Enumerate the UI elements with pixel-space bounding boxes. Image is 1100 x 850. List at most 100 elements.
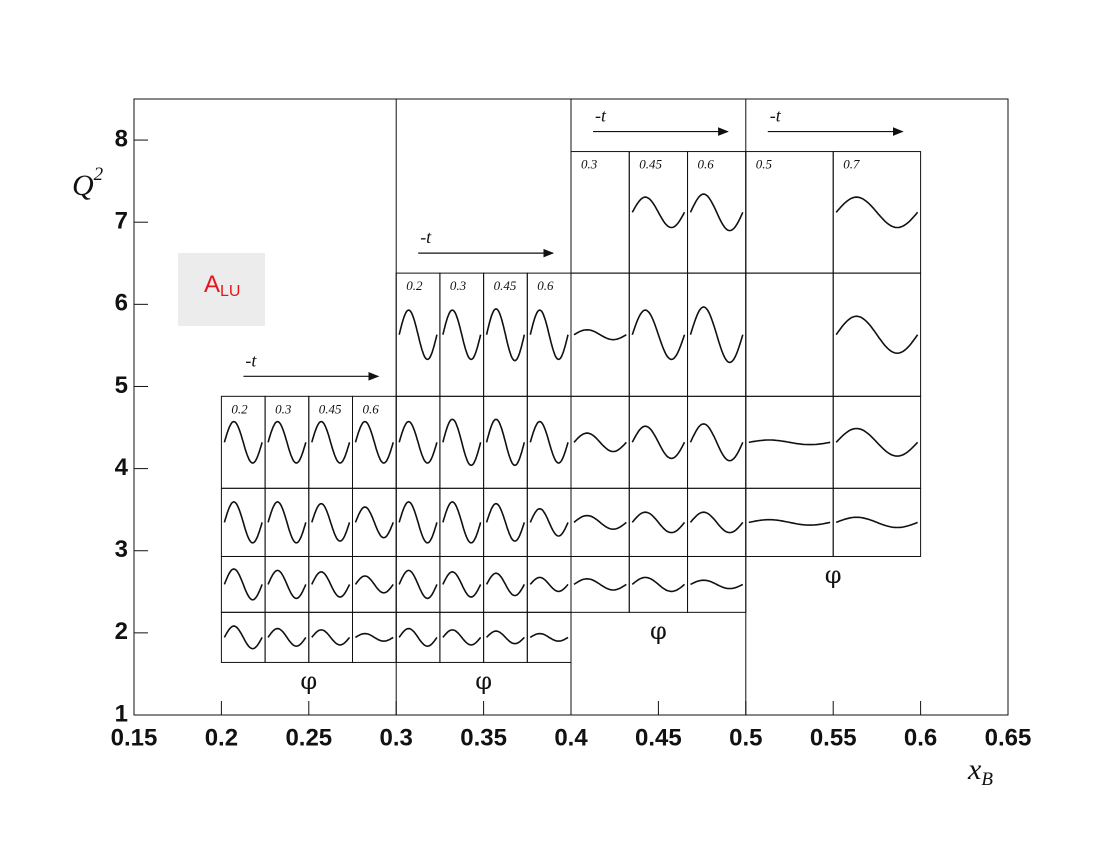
asymmetry-curve bbox=[835, 516, 918, 529]
t-bin-label: 0.5 bbox=[756, 157, 773, 172]
y-tick-label: 1 bbox=[115, 700, 128, 727]
asymmetry-curve bbox=[223, 625, 263, 650]
t-label: -t bbox=[595, 106, 607, 126]
asymmetry-curve bbox=[267, 627, 307, 648]
asymmetry-curve bbox=[631, 576, 686, 593]
asymmetry-curve bbox=[311, 570, 351, 598]
y-tick-label: 5 bbox=[115, 372, 128, 399]
asymmetry-curve bbox=[398, 569, 438, 600]
asymmetry-curve bbox=[529, 309, 569, 361]
asymmetry-curve bbox=[398, 420, 438, 464]
legend-sub: LU bbox=[220, 283, 240, 300]
asymmetry-curve bbox=[311, 420, 351, 464]
asymmetry-curve bbox=[835, 315, 919, 355]
x-axis-title-sub: B bbox=[981, 769, 993, 790]
x-axis-title-base: x bbox=[967, 753, 982, 786]
t-bin-label: 0.45 bbox=[494, 278, 517, 293]
t-label: -t bbox=[770, 106, 782, 126]
asymmetry-curve bbox=[442, 418, 482, 467]
t-label: -t bbox=[245, 350, 257, 370]
cell bbox=[745, 272, 834, 397]
asymmetry-curve bbox=[354, 420, 394, 464]
t-bin-label: 0.45 bbox=[639, 157, 662, 172]
y-tick-label: 7 bbox=[115, 208, 128, 235]
t-bin-label: 0.3 bbox=[581, 157, 598, 172]
asymmetry-curve bbox=[573, 432, 627, 453]
asymmetry-curve bbox=[442, 309, 482, 361]
y-tick-label: 8 bbox=[115, 125, 128, 152]
asymmetry-curve bbox=[311, 502, 351, 542]
asymmetry-curve bbox=[223, 420, 263, 464]
x-tick-label: 0.3 bbox=[380, 724, 413, 751]
asymmetry-curve bbox=[631, 309, 686, 361]
asymmetry-curve bbox=[398, 501, 438, 544]
asymmetry-curve bbox=[223, 568, 263, 601]
cell bbox=[570, 151, 630, 274]
asymmetry-curve bbox=[485, 502, 526, 542]
asymmetry-curve bbox=[689, 423, 744, 462]
x-tick-label: 0.2 bbox=[205, 724, 238, 751]
y-axis-title-base: Q bbox=[72, 169, 94, 202]
asymmetry-curve bbox=[267, 569, 307, 600]
t-bin-label: 0.45 bbox=[319, 401, 342, 416]
asymmetry-curve bbox=[442, 570, 482, 598]
asymmetry-curve bbox=[631, 196, 686, 229]
t-bin-label: 0.6 bbox=[698, 157, 715, 172]
y-tick-label: 3 bbox=[115, 536, 128, 563]
asymmetry-curve bbox=[529, 507, 569, 537]
asymmetry-curve bbox=[835, 427, 919, 457]
x-tick-label: 0.65 bbox=[985, 724, 1032, 751]
asymmetry-curve bbox=[485, 572, 526, 597]
x-tick-label: 0.35 bbox=[460, 724, 507, 751]
asymmetry-curve bbox=[573, 328, 627, 341]
asymmetry-curve bbox=[485, 308, 526, 362]
asymmetry-curve bbox=[355, 632, 394, 642]
legend-box bbox=[178, 253, 265, 326]
asymmetry-curve bbox=[354, 506, 394, 539]
t-bin-label: 0.3 bbox=[450, 278, 467, 293]
x-tick-label: 0.15 bbox=[111, 724, 158, 751]
y-tick-label: 2 bbox=[115, 618, 128, 645]
cell bbox=[832, 151, 922, 274]
y-axis-title: Q2 bbox=[72, 164, 104, 202]
asymmetry-curve bbox=[573, 577, 627, 591]
asymmetry-curve bbox=[835, 196, 919, 229]
asymmetry-curve bbox=[690, 579, 744, 590]
asymmetry-curve bbox=[486, 630, 525, 645]
legend: ALU bbox=[204, 271, 240, 300]
asymmetry-curve bbox=[529, 420, 569, 464]
t-bin-label: 0.6 bbox=[363, 401, 380, 416]
asymmetry-curve bbox=[442, 629, 482, 646]
x-tick-label: 0.25 bbox=[285, 724, 332, 751]
x-tick-label: 0.6 bbox=[904, 724, 937, 751]
t-bin-label: 0.3 bbox=[275, 401, 292, 416]
y-tick-label: 6 bbox=[115, 290, 128, 317]
asymmetry-curve bbox=[748, 518, 831, 526]
t-bin-label: 0.2 bbox=[231, 401, 248, 416]
asymmetry-curve bbox=[398, 309, 438, 361]
asymmetry-curve bbox=[267, 501, 307, 544]
phi-label: φ bbox=[825, 561, 842, 589]
asymmetry-curve bbox=[689, 306, 744, 364]
x-tick-label: 0.4 bbox=[554, 724, 588, 751]
asymmetry-curve bbox=[398, 627, 438, 648]
asymmetry-curve bbox=[354, 575, 394, 594]
asymmetry-curve bbox=[689, 193, 744, 232]
asymmetry-curve bbox=[529, 632, 569, 642]
asymmetry-curve bbox=[631, 511, 686, 534]
y-tick-label: 4 bbox=[115, 454, 129, 481]
asymmetry-curve bbox=[485, 418, 526, 467]
phi-label: φ bbox=[300, 667, 317, 695]
t-bin-label: 0.2 bbox=[406, 278, 423, 293]
asymmetry-curve bbox=[573, 514, 627, 531]
legend-text: A bbox=[204, 271, 220, 298]
t-bin-label: 0.6 bbox=[537, 278, 554, 293]
asymmetry-curve bbox=[442, 501, 482, 544]
t-label: -t bbox=[420, 227, 432, 247]
y-axis-title-sup: 2 bbox=[94, 164, 104, 185]
asymmetry-curve bbox=[311, 629, 351, 646]
asymmetry-curve bbox=[689, 511, 744, 534]
asymmetry-curve bbox=[748, 439, 831, 446]
phi-label: φ bbox=[475, 667, 492, 695]
